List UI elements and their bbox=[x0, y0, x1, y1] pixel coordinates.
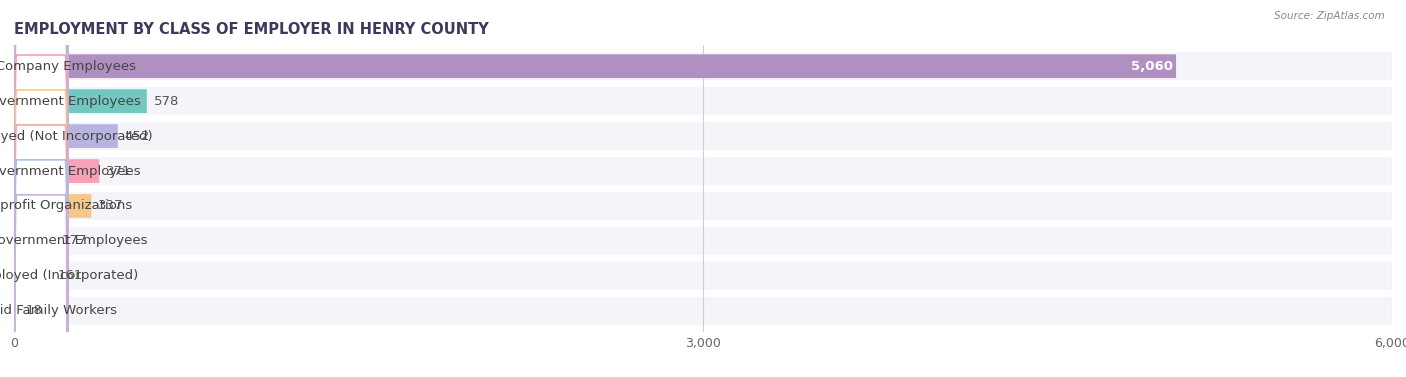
FancyBboxPatch shape bbox=[14, 0, 67, 377]
FancyBboxPatch shape bbox=[14, 297, 1392, 325]
Text: 161: 161 bbox=[58, 269, 83, 282]
Text: Self-Employed (Incorporated): Self-Employed (Incorporated) bbox=[0, 269, 139, 282]
Text: 452: 452 bbox=[125, 130, 150, 143]
Text: Private Company Employees: Private Company Employees bbox=[0, 60, 136, 73]
Text: 371: 371 bbox=[105, 164, 132, 178]
FancyBboxPatch shape bbox=[14, 0, 67, 369]
FancyBboxPatch shape bbox=[14, 8, 67, 377]
Text: Federal Government Employees: Federal Government Employees bbox=[0, 234, 148, 247]
Text: 177: 177 bbox=[62, 234, 87, 247]
Text: Not-for-profit Organizations: Not-for-profit Organizations bbox=[0, 199, 132, 213]
Text: 18: 18 bbox=[25, 304, 42, 317]
FancyBboxPatch shape bbox=[14, 54, 1175, 78]
FancyBboxPatch shape bbox=[14, 0, 67, 377]
FancyBboxPatch shape bbox=[14, 227, 1392, 255]
FancyBboxPatch shape bbox=[14, 192, 1392, 220]
FancyBboxPatch shape bbox=[14, 122, 1392, 150]
Text: State Government Employees: State Government Employees bbox=[0, 164, 141, 178]
FancyBboxPatch shape bbox=[14, 299, 18, 323]
FancyBboxPatch shape bbox=[14, 159, 100, 183]
Text: 578: 578 bbox=[153, 95, 179, 108]
Text: EMPLOYMENT BY CLASS OF EMPLOYER IN HENRY COUNTY: EMPLOYMENT BY CLASS OF EMPLOYER IN HENRY… bbox=[14, 22, 489, 37]
Text: Unpaid Family Workers: Unpaid Family Workers bbox=[0, 304, 117, 317]
FancyBboxPatch shape bbox=[14, 229, 55, 253]
FancyBboxPatch shape bbox=[14, 124, 118, 148]
FancyBboxPatch shape bbox=[14, 52, 1392, 80]
FancyBboxPatch shape bbox=[14, 262, 1392, 290]
FancyBboxPatch shape bbox=[14, 157, 1392, 185]
Text: 337: 337 bbox=[98, 199, 124, 213]
Text: 5,060: 5,060 bbox=[1130, 60, 1173, 73]
FancyBboxPatch shape bbox=[14, 194, 91, 218]
Text: Source: ZipAtlas.com: Source: ZipAtlas.com bbox=[1274, 11, 1385, 21]
FancyBboxPatch shape bbox=[14, 0, 67, 377]
FancyBboxPatch shape bbox=[14, 89, 146, 113]
FancyBboxPatch shape bbox=[14, 87, 1392, 115]
FancyBboxPatch shape bbox=[14, 264, 51, 288]
FancyBboxPatch shape bbox=[14, 0, 67, 377]
FancyBboxPatch shape bbox=[14, 0, 67, 377]
FancyBboxPatch shape bbox=[14, 0, 67, 377]
Text: Local Government Employees: Local Government Employees bbox=[0, 95, 141, 108]
Text: Self-Employed (Not Incorporated): Self-Employed (Not Incorporated) bbox=[0, 130, 152, 143]
